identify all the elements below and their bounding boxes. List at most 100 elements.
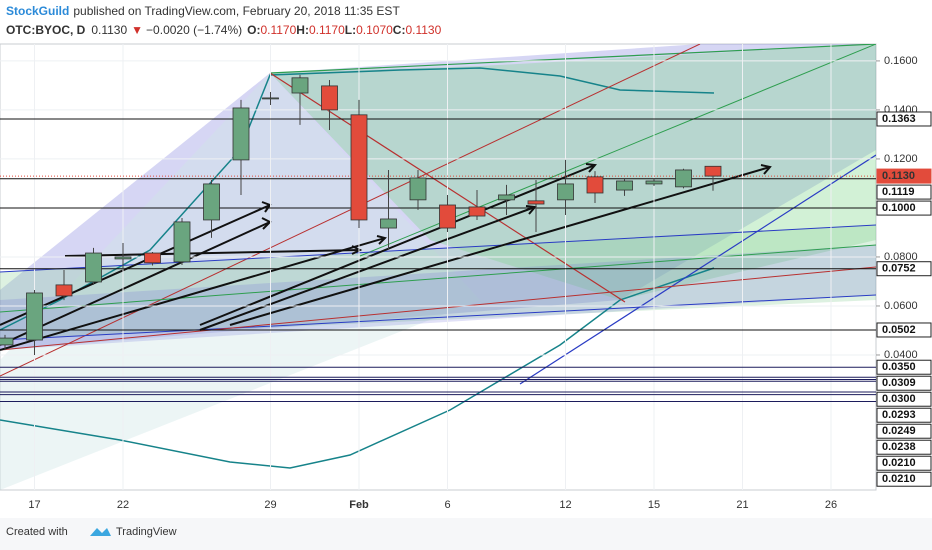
footer-bar [0, 518, 932, 550]
x-tick-label: Feb [349, 499, 369, 511]
price-label-box [876, 471, 932, 487]
candle-body [114, 256, 132, 260]
candle-body [262, 97, 279, 100]
candle-body [321, 85, 338, 111]
candle-body [675, 169, 692, 188]
price-label-box [876, 200, 932, 216]
price-label: 0.0502 [882, 324, 916, 336]
o-label: O: [247, 23, 260, 37]
candle-body [645, 180, 663, 185]
candle-body [527, 200, 545, 205]
price-label-box [876, 168, 932, 184]
x-tick-label: 12 [559, 499, 571, 511]
price-label-box [876, 407, 932, 423]
header-line: StockGuild published on TradingView.com, … [6, 4, 400, 18]
x-tick-label: 29 [264, 499, 276, 511]
price-label: 0.0309 [882, 377, 916, 389]
fork-line [269, 44, 876, 74]
price-label: 0.0210 [882, 473, 916, 485]
price-label-box [876, 322, 932, 338]
candle-body [439, 204, 456, 229]
candle-body [586, 176, 604, 194]
price-label-box [876, 391, 932, 407]
plot-layer [0, 44, 876, 490]
price-label-box [876, 111, 932, 127]
footer-brand[interactable]: TradingView [116, 526, 177, 538]
cloud-zone [270, 44, 876, 300]
l-label: L: [345, 23, 356, 37]
x-tick-label: 6 [444, 499, 450, 511]
candle-body [173, 221, 191, 263]
candle-body [232, 107, 250, 161]
c: 0.1130 [405, 23, 441, 37]
fork-line [0, 44, 701, 377]
ma-line [0, 267, 715, 469]
price-label: 0.0238 [882, 441, 916, 453]
c-label: C: [393, 23, 406, 37]
price-label-box [876, 455, 932, 471]
publisher[interactable]: StockGuild [6, 4, 69, 18]
l: 0.1070 [356, 23, 393, 37]
channel-line [0, 294, 876, 341]
price-label-box [876, 261, 932, 277]
price-label: 0.0300 [882, 393, 916, 405]
symbol-line: OTC:BYOC, D 0.1130 ▼ −0.0020 (−1.74%) O:0.11… [6, 23, 442, 37]
y-tick-label: 0.1200 [884, 153, 918, 165]
price-label-box [876, 439, 932, 455]
channel-line [0, 244, 876, 313]
arrow: ▼ [131, 23, 143, 37]
candle-body [26, 292, 43, 341]
candle-body [144, 252, 161, 264]
candle-body [409, 177, 427, 201]
h-label: H: [296, 23, 309, 37]
pitchfork-zone [0, 44, 876, 350]
price-label-box [876, 423, 932, 439]
price-label: 0.0210 [882, 457, 916, 469]
symbol: OTC:BYOC, D [6, 23, 86, 37]
x-tick-label: 22 [117, 499, 129, 511]
price-label-box [876, 184, 932, 200]
channel-line [0, 224, 876, 273]
drawings [0, 44, 876, 490]
price-label: 0.1363 [882, 113, 916, 125]
candle-body [616, 180, 633, 191]
price-label-box [876, 359, 932, 375]
candle-body [291, 77, 309, 94]
candle-body [203, 183, 220, 221]
price-label: 0.1130 [882, 170, 915, 182]
candle-body [350, 114, 368, 221]
candle-body [55, 284, 73, 297]
y-tick-label: 0.1600 [884, 55, 918, 67]
price-label: 0.1119 [882, 186, 914, 198]
x-tick-label: 26 [825, 499, 837, 511]
price-label: 0.0752 [882, 263, 916, 275]
brand-logo [90, 528, 111, 536]
published: published on TradingView.com, February 2… [73, 4, 400, 18]
y-tick-label: 0.0600 [884, 300, 918, 312]
price-label-box [876, 375, 932, 391]
ma-line [0, 67, 715, 331]
price-label: 0.0293 [882, 409, 916, 421]
y-tick-label: 0.0800 [884, 251, 918, 263]
candle-body [0, 337, 14, 346]
channel-line [0, 266, 876, 351]
last: 0.1130 [91, 23, 127, 37]
footer-created: Created with [6, 526, 68, 538]
candle-body [85, 252, 102, 283]
price-label: 0.1000 [882, 202, 916, 214]
price-label: 0.0249 [882, 425, 916, 437]
candle-body [468, 206, 486, 217]
x-tick-label: 21 [736, 499, 748, 511]
o: 0.1170 [260, 23, 296, 37]
candle-body [704, 165, 722, 177]
x-tick-label: 17 [28, 499, 40, 511]
candle-body [380, 218, 397, 229]
change: −0.0020 (−1.74%) [146, 23, 242, 37]
y-tick-label: 0.0400 [884, 349, 918, 361]
channel-zone [0, 225, 876, 340]
fork-line [519, 154, 876, 385]
candle-body [498, 194, 515, 201]
arrows [0, 163, 772, 351]
price-label: 0.0350 [882, 361, 916, 373]
